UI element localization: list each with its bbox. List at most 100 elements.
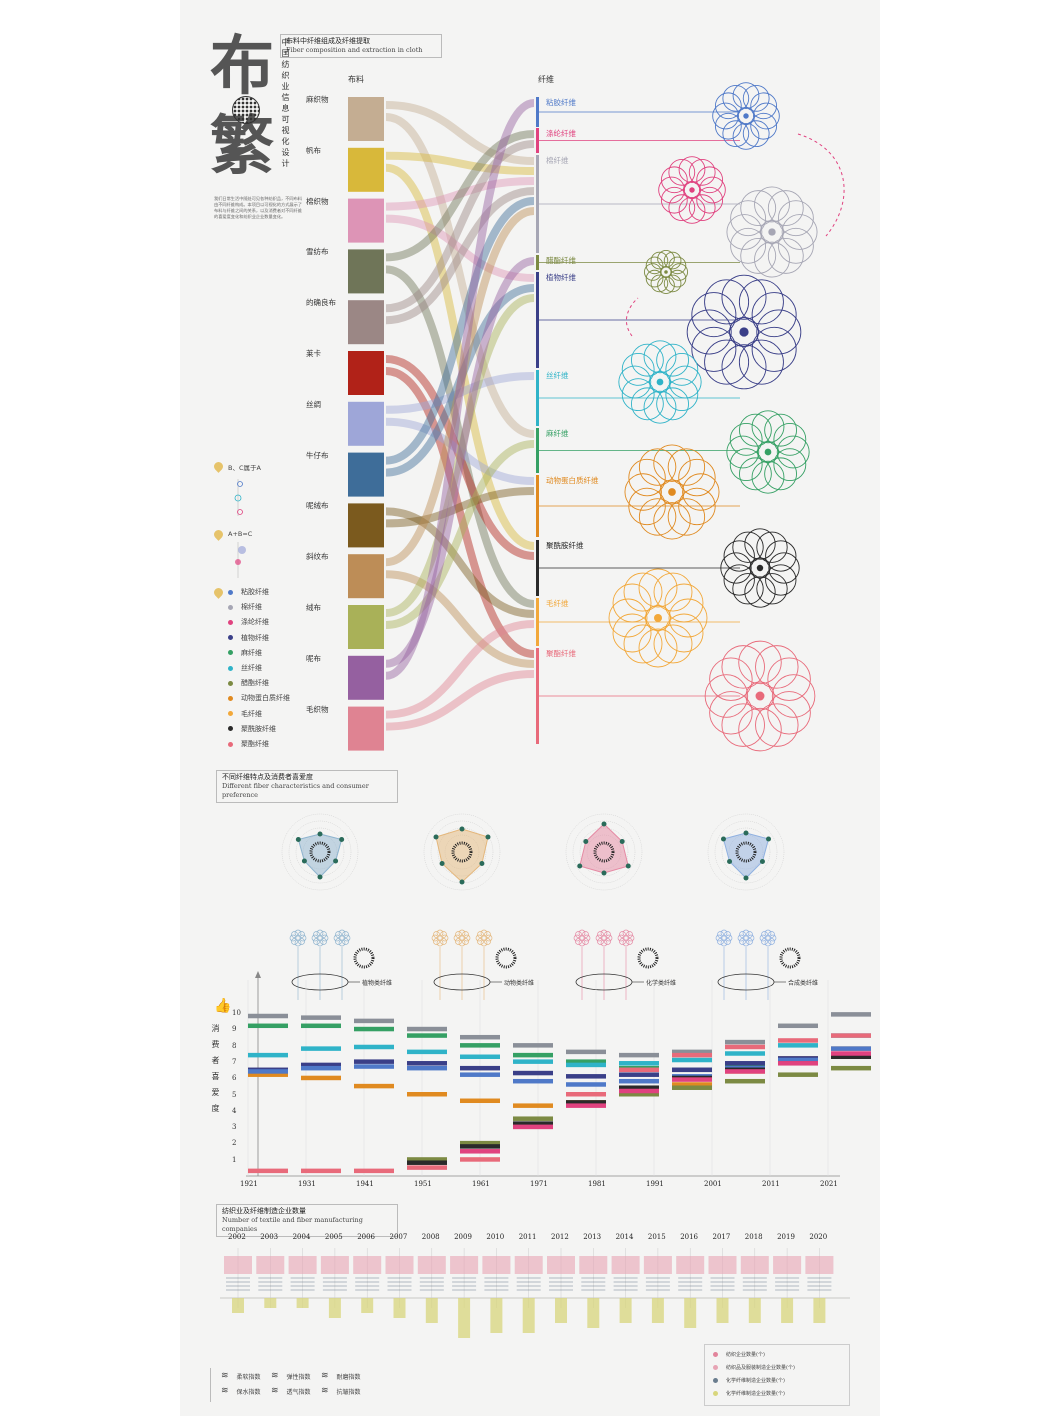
preference-segment bbox=[513, 1043, 553, 1048]
legend-dot bbox=[228, 741, 233, 747]
legend-label: 棉纤维 bbox=[241, 603, 262, 612]
legend-label: 纺织企业数量(个) bbox=[726, 1352, 765, 1358]
company-yellow-bar bbox=[264, 1298, 277, 1308]
y-tick-label: 2 bbox=[232, 1139, 237, 1148]
company-pink-block bbox=[773, 1256, 802, 1274]
sankey-link bbox=[385, 177, 535, 211]
sankey-link bbox=[385, 197, 535, 465]
company-pink-block bbox=[256, 1256, 285, 1274]
radar-shape bbox=[579, 823, 629, 874]
index-legend-label: 弹性指数 bbox=[286, 1373, 311, 1381]
fiber-label: 麻纤维 bbox=[546, 429, 569, 438]
preference-segment bbox=[619, 1092, 659, 1097]
x-tick-label: 2001 bbox=[704, 1180, 722, 1188]
sankey-link bbox=[385, 670, 535, 731]
fiber-label: 丝纤维 bbox=[546, 371, 569, 380]
sankey-link bbox=[385, 130, 535, 262]
company-pink-block bbox=[579, 1256, 608, 1274]
legend-label: 化学纤维制造企业数量(个) bbox=[726, 1378, 785, 1384]
index-legend-item: ≋ 柔软指数 bbox=[221, 1371, 261, 1381]
company-pink-block bbox=[482, 1256, 511, 1274]
company-pink-block bbox=[450, 1256, 479, 1274]
preference-segment bbox=[248, 1072, 288, 1077]
year-label: 2008 bbox=[421, 1233, 440, 1241]
company-pink-block bbox=[385, 1256, 414, 1274]
radar-point bbox=[727, 859, 733, 864]
index-legend-label: 保水指数 bbox=[236, 1388, 261, 1396]
year-label: 2002 bbox=[228, 1233, 246, 1241]
fiber-flower bbox=[726, 410, 810, 494]
intro-text: 我们日常生活中随处可见各种纺织品，不同布料由不同纤维构成。本项目以可视化的方式展… bbox=[214, 196, 302, 219]
fiber-label: 粘胶纤维 bbox=[546, 98, 576, 107]
group-label: 合成类纤维 bbox=[788, 980, 819, 987]
legend-dot bbox=[228, 604, 233, 610]
poster: 布 繁 中国纺织业信息可视化设计 我们日常生活中随处可见各种纺织品，不同布料由不… bbox=[180, 0, 880, 1416]
legend-dot bbox=[228, 680, 233, 686]
sankey-link bbox=[385, 140, 535, 313]
preference-segment bbox=[301, 1075, 341, 1081]
year-label: 2017 bbox=[712, 1233, 731, 1241]
fabric-label: 雪纺布 bbox=[306, 247, 329, 257]
legend-circle-c bbox=[237, 509, 243, 515]
sankey-link bbox=[385, 507, 535, 618]
y-tick-label: 8 bbox=[232, 1041, 237, 1050]
y-tick-label: 4 bbox=[232, 1106, 237, 1115]
legend-dot bbox=[228, 635, 233, 641]
company-pink-block bbox=[611, 1256, 640, 1274]
big-title-char-1: 布 bbox=[210, 30, 274, 104]
year-label: 2014 bbox=[615, 1233, 634, 1241]
vertical-subtitle: 中国纺织业信息可视化设计 bbox=[281, 38, 290, 170]
fabric-block bbox=[348, 452, 384, 497]
preference-segment bbox=[407, 1157, 447, 1162]
fiber-flower bbox=[686, 274, 802, 390]
legend-dot bbox=[228, 650, 233, 656]
fiber-flower bbox=[726, 186, 818, 278]
radar-point bbox=[301, 858, 307, 864]
preference-segment bbox=[566, 1074, 606, 1079]
legend-dot bbox=[228, 726, 233, 732]
fabric-block bbox=[348, 655, 384, 700]
fiber-bar bbox=[536, 598, 539, 646]
company-pink-block bbox=[805, 1256, 834, 1274]
radar-point bbox=[333, 858, 339, 864]
preference-segment bbox=[831, 1054, 871, 1060]
year-label: 2016 bbox=[680, 1233, 699, 1241]
company-legend-box: 纺织企业数量(个) 纺织品及服装制造企业数量(个) 化学纤维制造企业数量(个) 化学纤… bbox=[704, 1344, 850, 1406]
preference-segment bbox=[354, 1083, 394, 1089]
preference-segment bbox=[513, 1116, 553, 1121]
company-legend-item: 化学纤维制造企业数量(个) bbox=[713, 1390, 785, 1397]
preference-segment bbox=[301, 1062, 341, 1068]
preference-segment bbox=[566, 1092, 606, 1097]
preference-segment bbox=[460, 1043, 500, 1048]
sankey-link bbox=[385, 265, 535, 608]
preference-segment bbox=[460, 1157, 500, 1162]
year-label: 2004 bbox=[292, 1233, 311, 1241]
preference-segment bbox=[725, 1069, 765, 1074]
group-label: 动物类纤维 bbox=[504, 980, 535, 987]
company-yellow-bar bbox=[361, 1298, 374, 1313]
index-legend-item: ≋ 透气指数 bbox=[271, 1386, 311, 1396]
preference-segment bbox=[248, 1052, 288, 1058]
fabric-block bbox=[348, 351, 384, 395]
company-yellow-bar bbox=[813, 1298, 826, 1323]
preference-segment bbox=[301, 1065, 341, 1071]
preference-segment bbox=[619, 1052, 659, 1058]
company-legend-item: 纺织品及服装制造企业数量(个) bbox=[713, 1364, 795, 1371]
preference-segment bbox=[778, 1043, 818, 1048]
preference-segment bbox=[778, 1057, 818, 1063]
preference-segment bbox=[354, 1064, 394, 1069]
company-chart bbox=[220, 1248, 850, 1338]
y-tick-label: 3 bbox=[232, 1123, 237, 1132]
fiber-flower bbox=[712, 82, 780, 150]
preference-segment bbox=[407, 1033, 447, 1038]
company-yellow-bar bbox=[716, 1298, 729, 1323]
radar-point bbox=[317, 831, 323, 837]
fiber-bar bbox=[536, 128, 539, 153]
fabric-label: 斜纹布 bbox=[306, 552, 329, 562]
section3-title: 纺织业及纤维制造企业数量 Number of textile and fiber… bbox=[216, 1204, 398, 1237]
fabric-label: 棉织物 bbox=[306, 196, 329, 206]
preference-segment bbox=[407, 1026, 447, 1032]
section1-title-cn: 布料中纤维组成及纤维提取 bbox=[286, 37, 370, 45]
legend-label: 粘胶纤维 bbox=[241, 588, 269, 596]
preference-segment bbox=[460, 1072, 500, 1077]
